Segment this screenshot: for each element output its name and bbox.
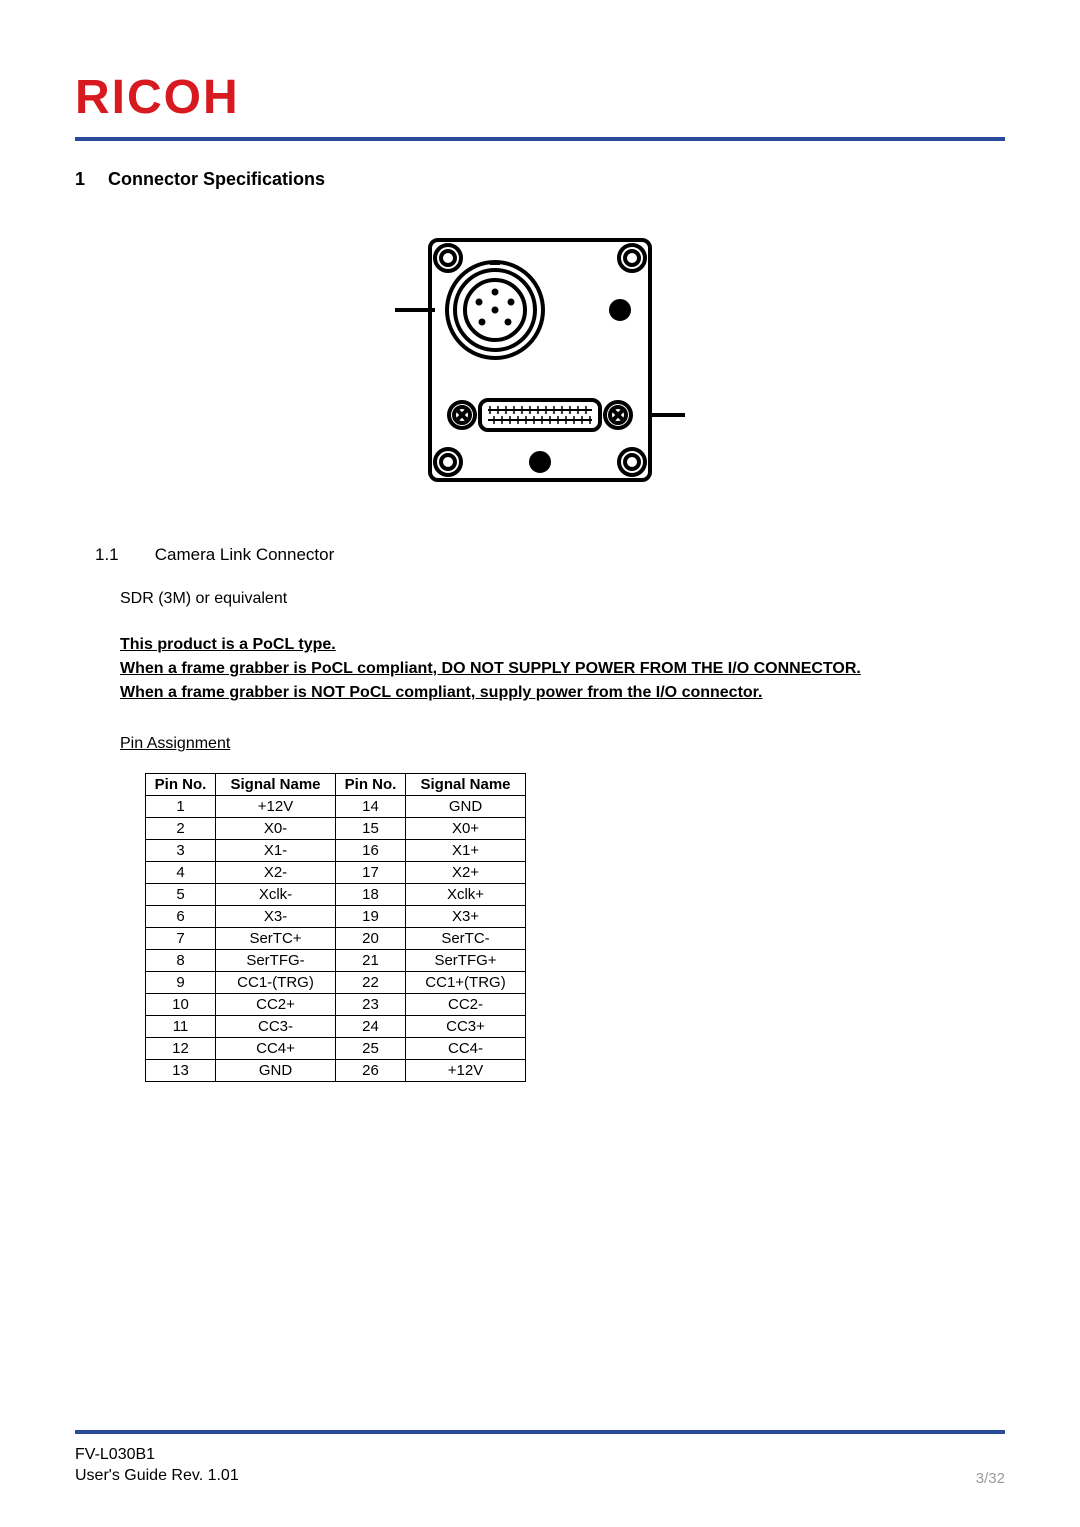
table-cell: +12V [406, 1060, 526, 1082]
table-cell: X0+ [406, 818, 526, 840]
subsection-title: Camera Link Connector [155, 545, 335, 564]
table-cell: SerTC+ [216, 928, 336, 950]
table-cell: CC4+ [216, 1038, 336, 1060]
section-heading: 1 Connector Specifications [75, 169, 1005, 190]
table-cell: +12V [216, 796, 336, 818]
table-cell: 7 [146, 928, 216, 950]
table-header-row: Pin No. Signal Name Pin No. Signal Name [146, 774, 526, 796]
table-cell: 5 [146, 884, 216, 906]
table-cell: 13 [146, 1060, 216, 1082]
table-cell: CC4- [406, 1038, 526, 1060]
pin-assignment-table: Pin No. Signal Name Pin No. Signal Name … [145, 773, 526, 1082]
header-rule [75, 137, 1005, 141]
table-cell: X3+ [406, 906, 526, 928]
table-cell: SerTC- [406, 928, 526, 950]
connector-note: SDR (3M) or equivalent [120, 590, 1005, 608]
table-cell: CC3+ [406, 1016, 526, 1038]
table-cell: SerTFG- [216, 950, 336, 972]
table-row: 4X2-17X2+ [146, 862, 526, 884]
footer-model: FV-L030B1 [75, 1444, 239, 1466]
table-cell: 2 [146, 818, 216, 840]
table-row: 12CC4+25CC4- [146, 1038, 526, 1060]
subsection-number: 1.1 [95, 545, 150, 565]
footer-left: FV-L030B1 User's Guide Rev. 1.01 [75, 1444, 239, 1487]
connector-diagram [75, 230, 1005, 495]
table-cell: CC2- [406, 994, 526, 1016]
pin-assignment-label: Pin Assignment [120, 735, 1005, 753]
table-row: 1+12V14GND [146, 796, 526, 818]
table-cell: 26 [336, 1060, 406, 1082]
table-cell: 4 [146, 862, 216, 884]
warning-line: This product is a PoCL type. [120, 633, 1005, 657]
table-cell: 20 [336, 928, 406, 950]
table-cell: X2- [216, 862, 336, 884]
table-cell: X2+ [406, 862, 526, 884]
warning-line: When a frame grabber is NOT PoCL complia… [120, 681, 1005, 705]
table-cell: Xclk- [216, 884, 336, 906]
subsection-heading: 1.1 Camera Link Connector [95, 545, 1005, 565]
table-cell: Xclk+ [406, 884, 526, 906]
table-cell: CC3- [216, 1016, 336, 1038]
footer-guide: User's Guide Rev. 1.01 [75, 1465, 239, 1487]
table-cell: SerTFG+ [406, 950, 526, 972]
table-cell: CC1+(TRG) [406, 972, 526, 994]
table-row: 13GND26+12V [146, 1060, 526, 1082]
table-cell: 17 [336, 862, 406, 884]
table-cell: 15 [336, 818, 406, 840]
table-row: 2X0-15X0+ [146, 818, 526, 840]
table-cell: 21 [336, 950, 406, 972]
table-row: 10CC2+23CC2- [146, 994, 526, 1016]
warning-line: When a frame grabber is PoCL compliant, … [120, 657, 1005, 681]
brand-logo: RICOH [75, 70, 1005, 125]
table-row: 9CC1-(TRG)22CC1+(TRG) [146, 972, 526, 994]
table-cell: 10 [146, 994, 216, 1016]
section-title: Connector Specifications [108, 169, 325, 189]
page-footer: FV-L030B1 User's Guide Rev. 1.01 3/32 [75, 1430, 1005, 1487]
table-row: 11CC3-24CC3+ [146, 1016, 526, 1038]
table-header: Signal Name [406, 774, 526, 796]
table-cell: CC2+ [216, 994, 336, 1016]
table-row: 3X1-16X1+ [146, 840, 526, 862]
table-cell: 25 [336, 1038, 406, 1060]
table-header: Signal Name [216, 774, 336, 796]
table-row: 5Xclk-18Xclk+ [146, 884, 526, 906]
table-cell: GND [406, 796, 526, 818]
table-cell: 11 [146, 1016, 216, 1038]
table-cell: 1 [146, 796, 216, 818]
table-cell: 9 [146, 972, 216, 994]
table-cell: 6 [146, 906, 216, 928]
table-cell: 18 [336, 884, 406, 906]
table-cell: X3- [216, 906, 336, 928]
table-cell: 3 [146, 840, 216, 862]
footer-rule [75, 1430, 1005, 1434]
table-row: 8SerTFG-21SerTFG+ [146, 950, 526, 972]
table-cell: CC1-(TRG) [216, 972, 336, 994]
table-cell: 22 [336, 972, 406, 994]
footer-page-number: 3/32 [976, 1470, 1005, 1487]
table-cell: 19 [336, 906, 406, 928]
table-cell: 12 [146, 1038, 216, 1060]
table-header: Pin No. [146, 774, 216, 796]
table-header: Pin No. [336, 774, 406, 796]
table-row: 6X3-19X3+ [146, 906, 526, 928]
warning-block: This product is a PoCL type. When a fram… [75, 633, 1005, 705]
section-number: 1 [75, 169, 103, 190]
table-cell: 14 [336, 796, 406, 818]
table-cell: GND [216, 1060, 336, 1082]
table-cell: 16 [336, 840, 406, 862]
table-cell: 23 [336, 994, 406, 1016]
table-cell: 8 [146, 950, 216, 972]
table-cell: X0- [216, 818, 336, 840]
table-row: 7SerTC+20SerTC- [146, 928, 526, 950]
table-cell: X1+ [406, 840, 526, 862]
table-cell: 24 [336, 1016, 406, 1038]
table-cell: X1- [216, 840, 336, 862]
